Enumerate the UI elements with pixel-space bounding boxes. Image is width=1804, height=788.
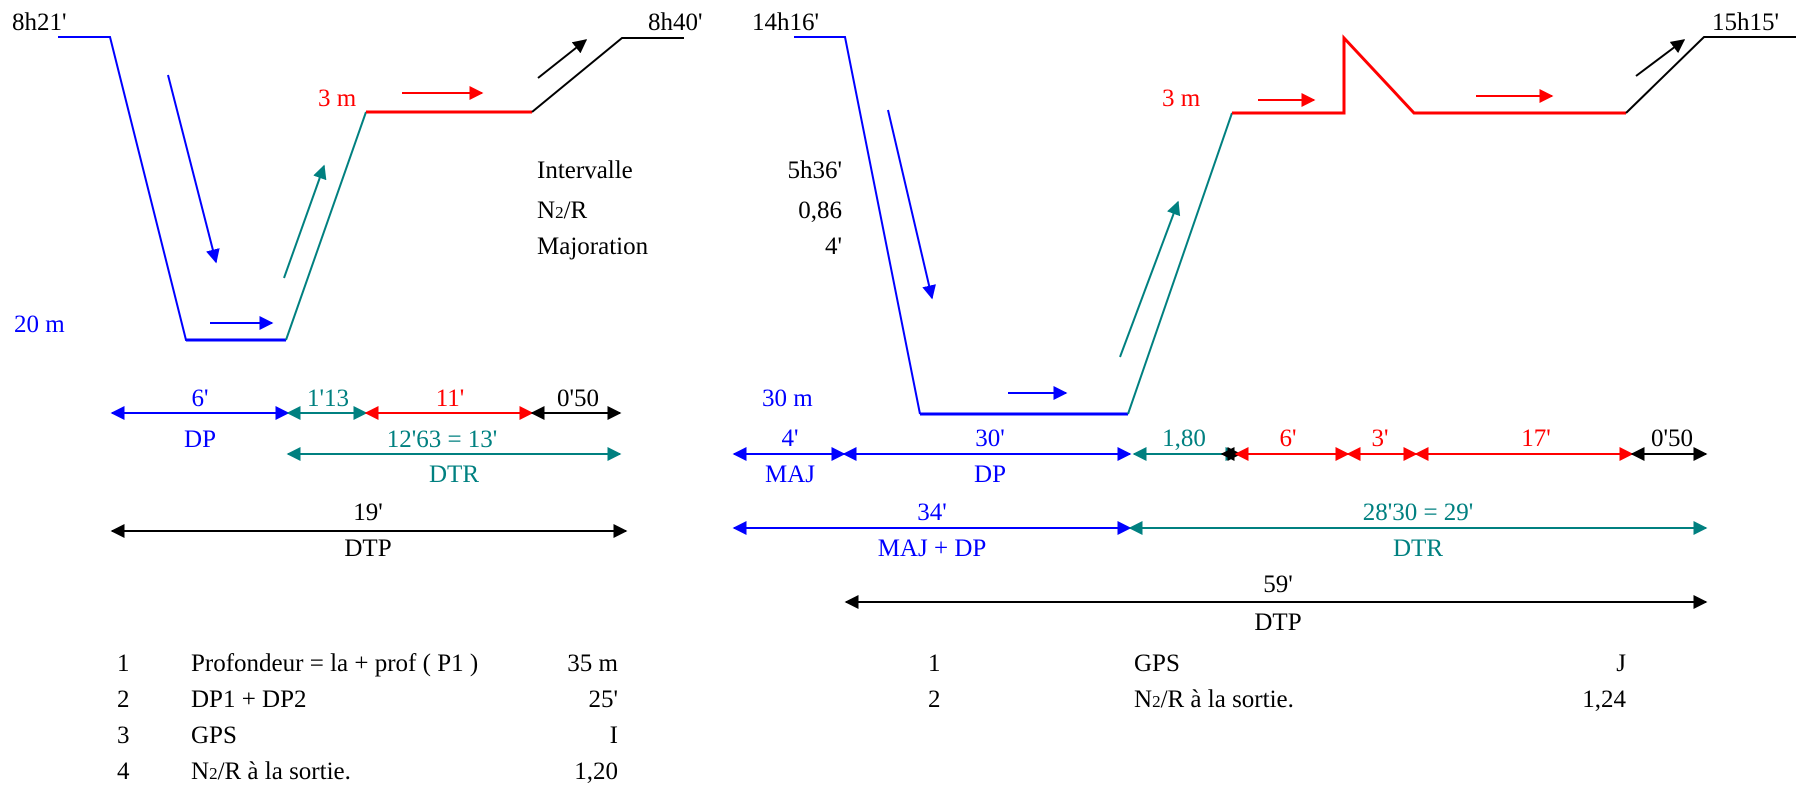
dive2-depth: 30 m <box>762 385 813 412</box>
dive2-dtr-label: DTR <box>1393 535 1443 562</box>
dive1-surface-line <box>531 37 684 113</box>
dive2-dtp-value: 59' <box>1263 571 1293 598</box>
dive2-timeline: 4' 30' 1,80 6' 3' 17' 0'50 MAJ DP 34' 28… <box>732 425 1708 636</box>
dive1-ascent-line <box>285 111 367 341</box>
interval-table: Intervalle 5h36' N2/R 0,86 Majoration 4' <box>537 157 842 260</box>
dive1-dp-label: DP <box>184 426 216 453</box>
note1-label: Profondeur = la + prof ( P1 ) <box>191 650 478 677</box>
dive1-dtp-label: DTP <box>344 535 391 562</box>
dive2-majdp-label: MAJ + DP <box>878 535 987 562</box>
dive2-stop-depth: 3 m <box>1162 85 1201 112</box>
majoration-value: 4' <box>825 233 842 260</box>
dive2-stop3-value: 17' <box>1521 425 1551 452</box>
notes-dive2: 1 GPS J 2 N2/R à la sortie. 1,24 <box>928 650 1627 713</box>
dive1-surface-value: 0'50 <box>557 385 599 412</box>
dive1-dtr-value: 12'63 = 13' <box>387 426 498 453</box>
dive2-surface-arrow <box>1635 39 1686 77</box>
note2-2-value: 1,24 <box>1582 686 1626 713</box>
dive2-dp-value: 30' <box>975 425 1005 452</box>
majoration-label: Majoration <box>537 233 649 260</box>
dive1-descent-line <box>58 36 286 341</box>
note2-1-value: J <box>1616 650 1626 677</box>
dive2-stop1-value: 6' <box>1279 425 1296 452</box>
dive1-depth: 20 m <box>14 311 65 338</box>
dive2-end-time: 15h15' <box>1712 9 1779 36</box>
dive2-surface-line <box>1625 36 1796 114</box>
note3-number: 3 <box>117 722 130 749</box>
dive1-start-time: 8h21' <box>12 9 67 36</box>
n2r-label: N2/R <box>537 197 588 224</box>
note4-number: 4 <box>117 758 130 785</box>
dive2-descent-arrow <box>887 109 936 300</box>
interval-label: Intervalle <box>537 157 633 184</box>
dive2-dtp-label: DTP <box>1254 609 1301 636</box>
dive1-profile: 8h21' 8h40' 3 m 20 m <box>12 9 703 342</box>
note2-2-subscript: 2 <box>1152 692 1161 711</box>
note2-2-label: N2/R à la sortie. <box>1134 686 1294 713</box>
dive2-start-time: 14h16' <box>752 9 819 36</box>
notes-dive1: 1 Profondeur = la + prof ( P1 ) 35 m 2 D… <box>117 650 619 785</box>
dive1-stop-value: 11' <box>436 385 465 412</box>
dive1-stop-depth: 3 m <box>318 85 357 112</box>
dive1-surface-arrow <box>537 39 588 79</box>
note4-subscript: 2 <box>209 764 218 783</box>
dive2-ascent-arrow <box>1119 200 1181 358</box>
dive1-dtr-label: DTR <box>429 461 479 488</box>
note2-value: 25' <box>588 686 618 713</box>
note2-1-number: 1 <box>928 650 941 677</box>
dive2-stop-line <box>1232 34 1626 115</box>
dive1-dtp-value: 19' <box>353 499 383 526</box>
note2-label: DP1 + DP2 <box>191 686 307 713</box>
note1-value: 35 m <box>567 650 618 677</box>
dive1-ascent-value: 1'13 <box>307 385 349 412</box>
interval-value: 5h36' <box>787 157 842 184</box>
dive2-stop2-value: 3' <box>1371 425 1388 452</box>
dive1-ascent-arrow <box>283 164 327 279</box>
dive2-descent-line <box>794 36 921 415</box>
note2-2-number: 2 <box>928 686 941 713</box>
dive2-maj-label: MAJ <box>765 461 815 488</box>
note3-label: GPS <box>191 722 237 749</box>
dive2-ascent-value: 1,80 <box>1162 425 1206 452</box>
dive1-descent-arrow <box>167 74 220 264</box>
dive1-dp-value: 6' <box>191 385 208 412</box>
note3-value: I <box>610 722 618 749</box>
dive2-ascent-line <box>1127 112 1233 415</box>
dive2-dtr-value: 28'30 = 29' <box>1363 499 1474 526</box>
note4-value: 1,20 <box>574 758 618 785</box>
dive1-timeline: 6' 1'13 11' 0'50 DP 12'63 = 13' DTR 19' … <box>110 385 628 562</box>
note1-number: 1 <box>117 650 130 677</box>
note2-1-label: GPS <box>1134 650 1180 677</box>
note4-label: N2/R à la sortie. <box>191 758 351 785</box>
n2r-subscript: 2 <box>555 203 564 222</box>
note2-number: 2 <box>117 686 130 713</box>
dive1-end-time: 8h40' <box>648 9 703 36</box>
dive2-maj-value: 4' <box>781 425 798 452</box>
dive2-dp-label: DP <box>974 461 1006 488</box>
n2r-value: 0,86 <box>798 197 842 224</box>
dive2-profile: 14h16' 15h15' 3 m 30 m <box>752 9 1796 416</box>
dive2-surface-value: 0'50 <box>1651 425 1693 452</box>
dive2-majdp-value: 34' <box>917 499 947 526</box>
